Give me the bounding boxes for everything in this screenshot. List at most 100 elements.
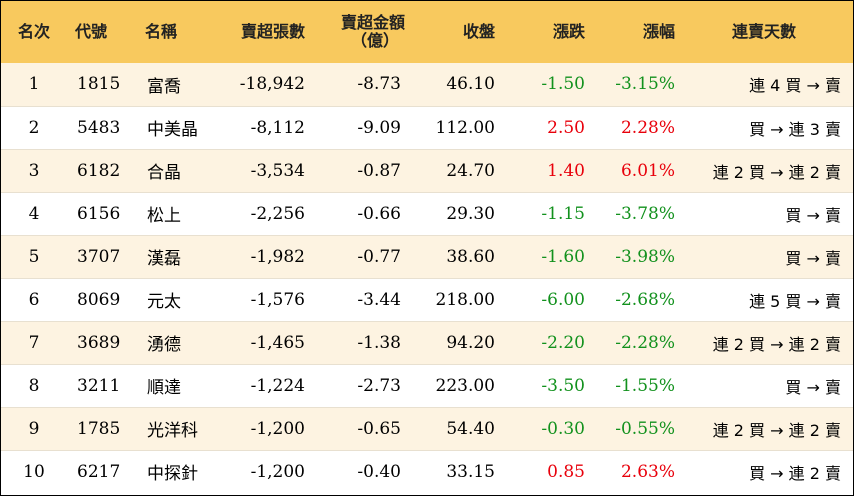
cell-change: 0.85 [495, 449, 585, 493]
cell-close: 33.15 [405, 449, 495, 493]
cell-net-sell-shares: -3,534 [217, 148, 305, 192]
cell-code: 6217 [67, 449, 135, 493]
cell-streak: 連 5 買 → 賣 [675, 277, 853, 321]
cell-net-sell-shares: -8,112 [217, 105, 305, 149]
cell-code: 6182 [67, 148, 135, 192]
header-rank: 名次 [17, 22, 50, 41]
table-row: 7 3689 湧德 -1,465 -1.38 94.20 -2.20 -2.28… [1, 320, 853, 364]
header-net-sell-amount: 賣超金額 （億） [305, 1, 405, 63]
cell-close: 54.40 [405, 406, 495, 450]
cell-name: 湧德 [135, 320, 217, 364]
table-row: 2 5483 中美晶 -8,112 -9.09 112.00 2.50 2.28… [1, 105, 853, 149]
table-row: 9 1785 光洋科 -1,200 -0.65 54.40 -0.30 -0.5… [1, 406, 853, 450]
cell-close: 24.70 [405, 148, 495, 192]
header-name: 名稱 [145, 22, 178, 41]
cell-streak: 連 2 買 → 連 2 賣 [675, 406, 853, 450]
cell-net-sell-shares: -1,224 [217, 363, 305, 407]
cell-streak: 買 → 連 3 賣 [675, 105, 853, 149]
cell-change: -0.30 [495, 406, 585, 450]
cell-code: 3707 [67, 234, 135, 278]
cell-streak: 連 2 買 → 連 2 賣 [675, 148, 853, 192]
cell-rank: 4 [1, 191, 67, 235]
cell-name: 富喬 [147, 76, 181, 97]
cell-close: 38.60 [405, 234, 495, 278]
cell-close: 218.00 [405, 277, 495, 321]
header-close: 收盤 [462, 22, 495, 41]
cell-close: 29.30 [405, 191, 495, 235]
cell-rank: 8 [1, 363, 67, 407]
cell-net-sell-amount: -2.73 [305, 363, 405, 407]
cell-change-pct: 6.01% [585, 148, 675, 192]
header-row: 名次 代號 名稱 賣超張數 賣超金額 （億） 收盤 漲跌 漲幅 連賣天數 [1, 1, 853, 63]
cell-change-pct: -3.15% [615, 74, 675, 95]
cell-net-sell-shares: -1,200 [217, 406, 305, 450]
cell-streak: 買 → 賣 [675, 363, 853, 407]
cell-net-sell-shares: -18,942 [239, 74, 305, 95]
cell-close: 94.20 [405, 320, 495, 364]
cell-name: 中探針 [135, 449, 217, 493]
cell-change-pct: -2.68% [585, 277, 675, 321]
table-row: 1 1815 富喬 -18,942 -8.73 46.10 -1.50 -3.1… [1, 63, 853, 106]
cell-change-pct: -2.28% [585, 320, 675, 364]
cell-rank: 9 [1, 406, 67, 450]
cell-close: 223.00 [405, 363, 495, 407]
cell-streak: 買 → 連 2 賣 [675, 449, 853, 493]
cell-name: 松上 [135, 191, 217, 235]
cell-name: 元太 [135, 277, 217, 321]
cell-change-pct: -3.98% [585, 234, 675, 278]
cell-streak: 連 2 買 → 連 2 賣 [675, 320, 853, 364]
cell-code: 5483 [67, 105, 135, 149]
cell-net-sell-shares: -1,576 [217, 277, 305, 321]
cell-name: 漢磊 [135, 234, 217, 278]
cell-change: -6.00 [495, 277, 585, 321]
table-row: 3 6182 合晶 -3,534 -0.87 24.70 1.40 6.01% … [1, 148, 853, 192]
cell-change-pct: 2.63% [585, 449, 675, 493]
cell-net-sell-amount: -3.44 [305, 277, 405, 321]
cell-rank: 2 [1, 105, 67, 149]
cell-rank: 1 [28, 74, 40, 95]
cell-rank: 10 [1, 449, 67, 493]
table-row: 8 3211 順達 -1,224 -2.73 223.00 -3.50 -1.5… [1, 363, 853, 407]
cell-change-pct: -3.78% [585, 191, 675, 235]
cell-rank: 6 [1, 277, 67, 321]
cell-rank: 5 [1, 234, 67, 278]
cell-net-sell-shares: -1,982 [217, 234, 305, 278]
header-streak: 連賣天數 [731, 22, 796, 41]
cell-code: 1785 [67, 406, 135, 450]
header-net-sell-shares: 賣超張數 [240, 22, 305, 41]
table-row: 4 6156 松上 -2,256 -0.66 29.30 -1.15 -3.78… [1, 191, 853, 235]
cell-net-sell-shares: -2,256 [217, 191, 305, 235]
header-net-sell-amount-line1: 賣超金額 [340, 13, 405, 32]
table-body: 1 1815 富喬 -18,942 -8.73 46.10 -1.50 -3.1… [1, 63, 853, 493]
table-row: 10 6217 中探針 -1,200 -0.40 33.15 0.85 2.63… [1, 449, 853, 493]
table-row: 5 3707 漢磊 -1,982 -0.77 38.60 -1.60 -3.98… [1, 234, 853, 278]
cell-rank: 7 [1, 320, 67, 364]
cell-rank: 3 [1, 148, 67, 192]
cell-net-sell-shares: -1,465 [217, 320, 305, 364]
cell-code: 8069 [67, 277, 135, 321]
cell-name: 光洋科 [135, 406, 217, 450]
cell-change-pct: -0.55% [585, 406, 675, 450]
cell-change: 2.50 [495, 105, 585, 149]
cell-net-sell-amount: -1.38 [305, 320, 405, 364]
cell-change: -1.50 [541, 74, 585, 95]
cell-change-pct: 2.28% [585, 105, 675, 149]
cell-net-sell-amount: -0.77 [305, 234, 405, 278]
cell-change: 1.40 [495, 148, 585, 192]
cell-streak: 買 → 賣 [675, 191, 853, 235]
cell-change: -3.50 [495, 363, 585, 407]
cell-code: 1815 [77, 74, 121, 95]
cell-streak: 連 4 買 → 賣 [749, 76, 841, 96]
cell-close: 46.10 [446, 74, 495, 95]
cell-net-sell-amount: -0.66 [305, 191, 405, 235]
cell-code: 6156 [67, 191, 135, 235]
cell-change: -1.60 [495, 234, 585, 278]
header-change: 漲跌 [552, 22, 585, 41]
cell-change: -2.20 [495, 320, 585, 364]
cell-name: 合晶 [135, 148, 217, 192]
cell-change: -1.15 [495, 191, 585, 235]
cell-net-sell-amount: -8.73 [357, 74, 401, 95]
header-code: 代號 [75, 22, 108, 41]
header-change-pct: 漲幅 [642, 22, 675, 41]
